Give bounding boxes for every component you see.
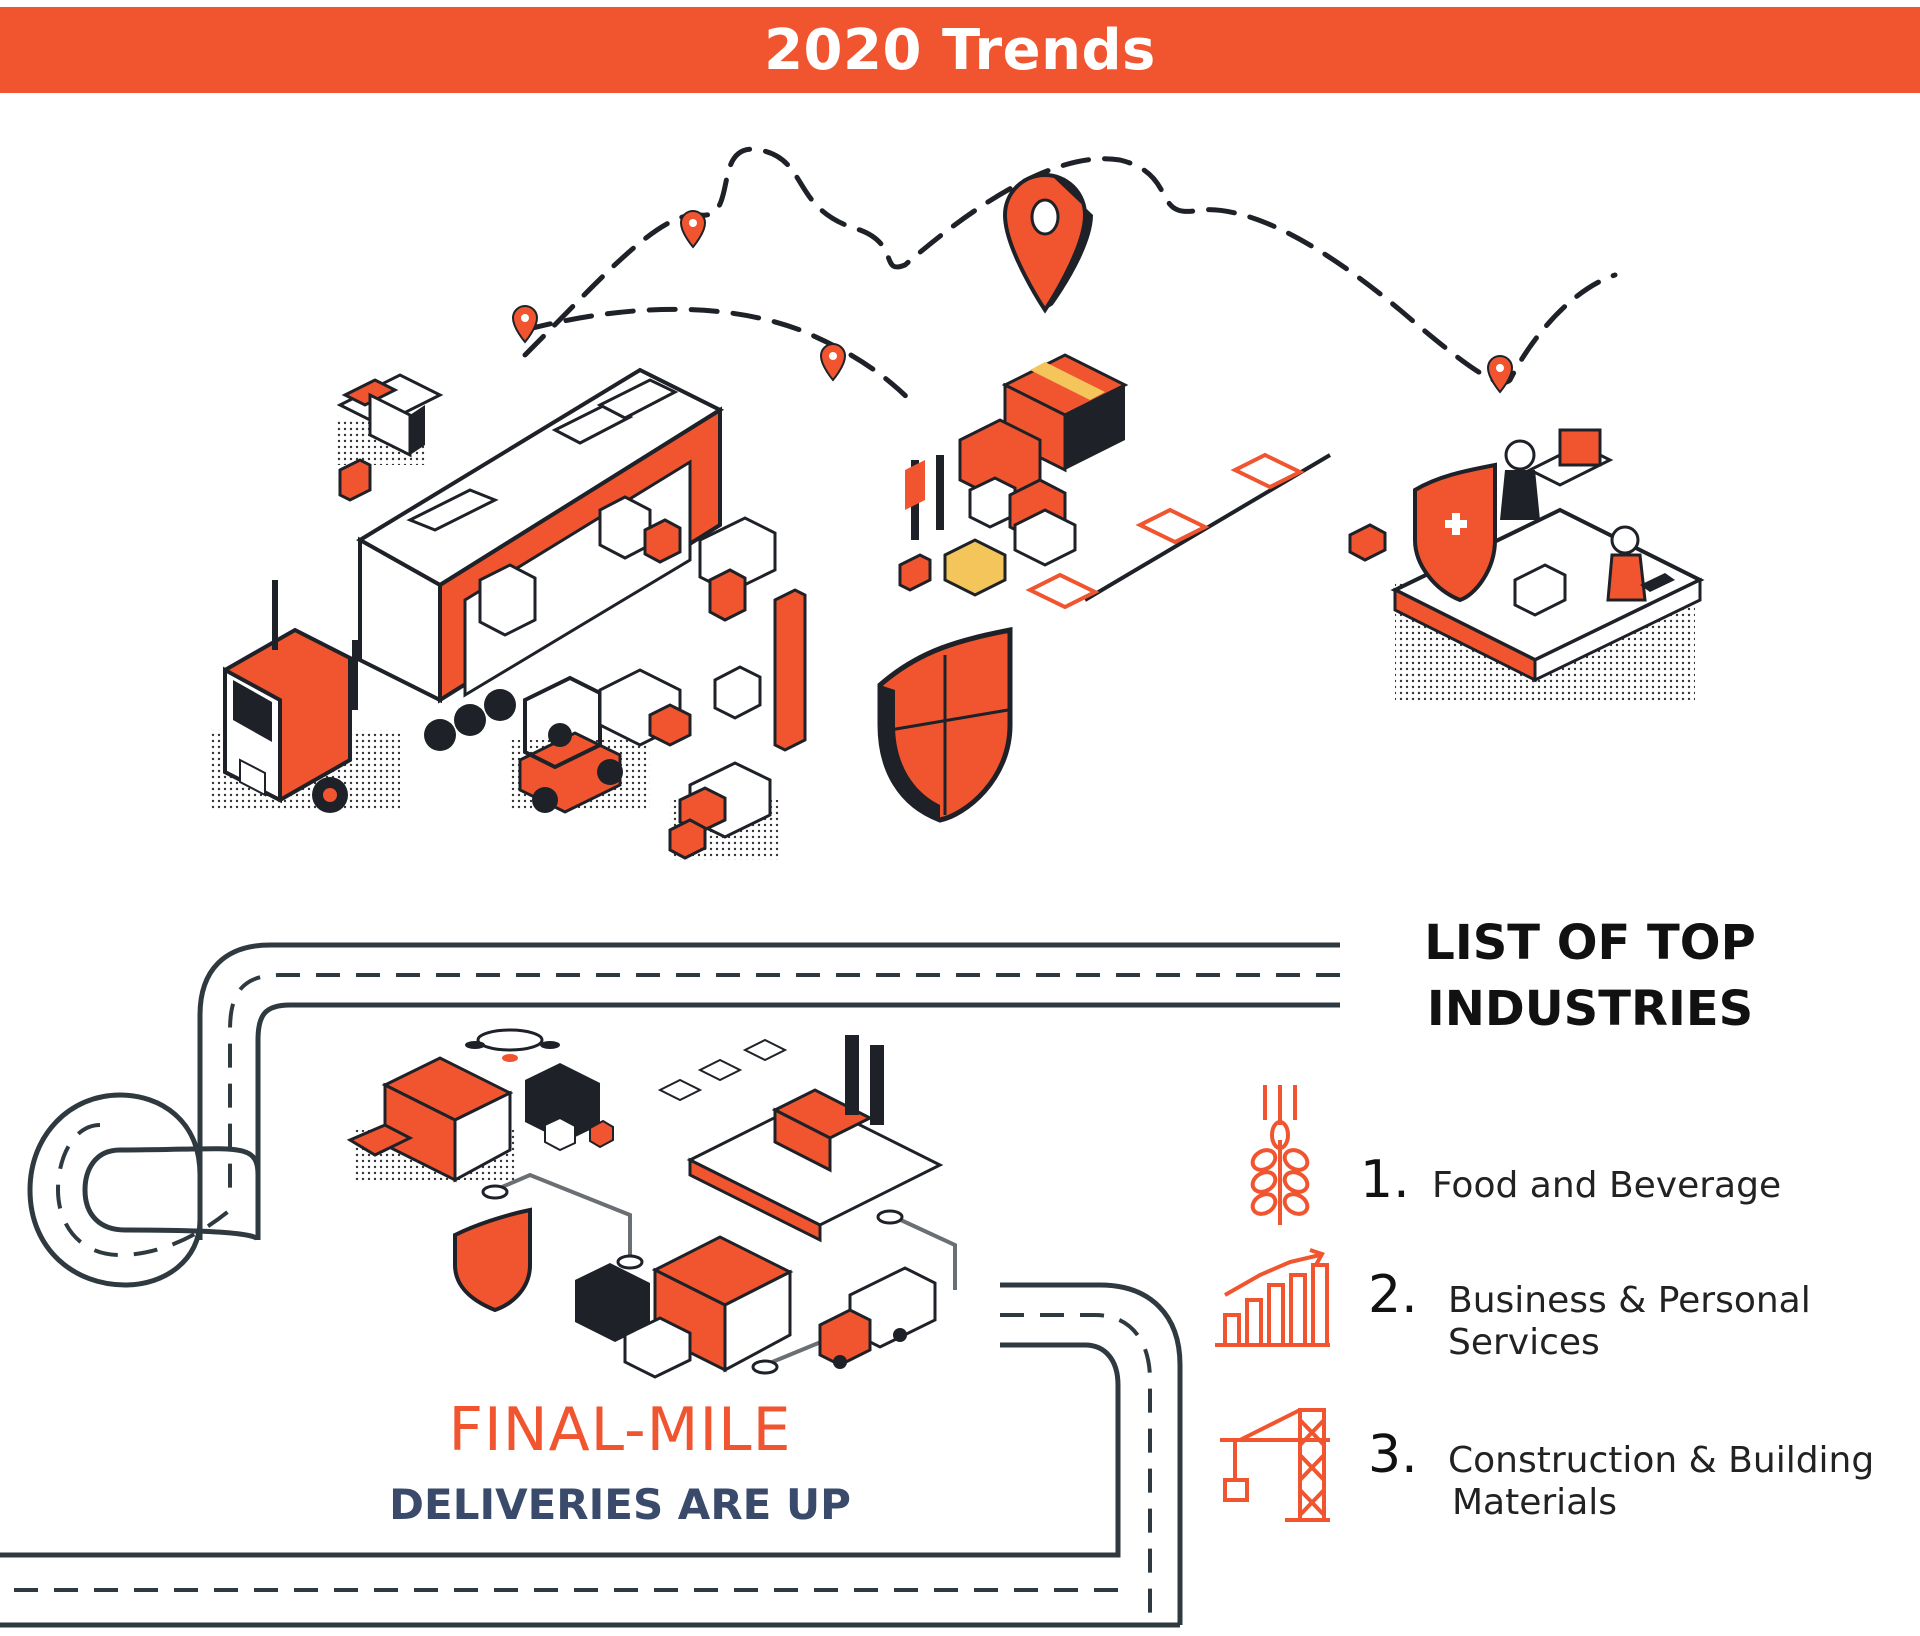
final-mile-title: FINAL-MILE xyxy=(448,1395,792,1465)
shield-icon xyxy=(877,626,1013,823)
delivery-van-icon xyxy=(818,1266,937,1369)
truck-scene xyxy=(210,367,807,860)
final-mile-subtitle: DELIVERIES ARE UP xyxy=(389,1480,851,1529)
industry-number: 3. xyxy=(1368,1425,1418,1485)
crane-icon xyxy=(1220,1408,1330,1522)
drone-icon xyxy=(465,1028,560,1062)
packages-scene xyxy=(898,353,1129,597)
footprint-markers xyxy=(1025,452,1332,610)
final-mile-scene xyxy=(346,1028,957,1379)
industry-label: Business & Personal xyxy=(1448,1280,1811,1321)
heading-line-2: INDUSTRIES xyxy=(1426,981,1754,1037)
industry-item-2: 2. Business & Personal Services xyxy=(1360,1265,1811,1364)
location-pin-icons xyxy=(511,209,1514,394)
factory-icon xyxy=(657,1035,944,1243)
banner-title: 2020 Trends xyxy=(764,17,1156,83)
industry-number: 1. xyxy=(1360,1150,1410,1210)
industry-label-line2: Services xyxy=(1448,1322,1600,1363)
top-industries-heading: LIST OF TOP INDUSTRIES xyxy=(1380,910,1800,1042)
industry-label: Food and Beverage xyxy=(1432,1165,1782,1206)
industry-label: Construction & Building xyxy=(1448,1440,1875,1481)
industry-item-1: 1. Food and Beverage xyxy=(1360,1150,1781,1210)
heading-line-1: LIST OF TOP xyxy=(1424,915,1756,971)
industry-number: 2. xyxy=(1368,1265,1418,1325)
industry-label-line2: Materials xyxy=(1452,1482,1618,1523)
office-scene xyxy=(1348,428,1705,700)
storefront-icon xyxy=(346,1056,614,1183)
storage-icon xyxy=(575,1235,794,1379)
banner: 2020 Trends xyxy=(0,7,1920,93)
road-icon xyxy=(0,942,1340,1628)
route-paths xyxy=(522,146,1618,408)
big-location-pin-icon xyxy=(1002,172,1093,314)
growth-chart-icon xyxy=(1215,1248,1330,1347)
wheat-icon xyxy=(1250,1085,1310,1225)
industry-item-3: 3. Construction & Building Materials xyxy=(1360,1425,1874,1524)
banner-bar xyxy=(0,7,1920,93)
